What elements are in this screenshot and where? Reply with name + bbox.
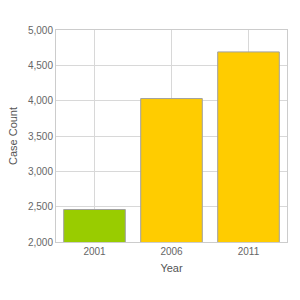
svg-text:2006: 2006: [160, 246, 183, 257]
svg-text:3,500: 3,500: [28, 131, 53, 142]
svg-text:3,000: 3,000: [28, 166, 53, 177]
svg-text:Case Count: Case Count: [7, 107, 19, 165]
svg-text:5,000: 5,000: [28, 25, 53, 36]
svg-text:2,000: 2,000: [28, 237, 53, 248]
svg-text:Year: Year: [160, 262, 183, 274]
svg-text:4,500: 4,500: [28, 60, 53, 71]
svg-text:4,000: 4,000: [28, 95, 53, 106]
svg-text:2001: 2001: [83, 246, 106, 257]
svg-text:2,500: 2,500: [28, 201, 53, 212]
svg-text:2011: 2011: [238, 246, 260, 257]
